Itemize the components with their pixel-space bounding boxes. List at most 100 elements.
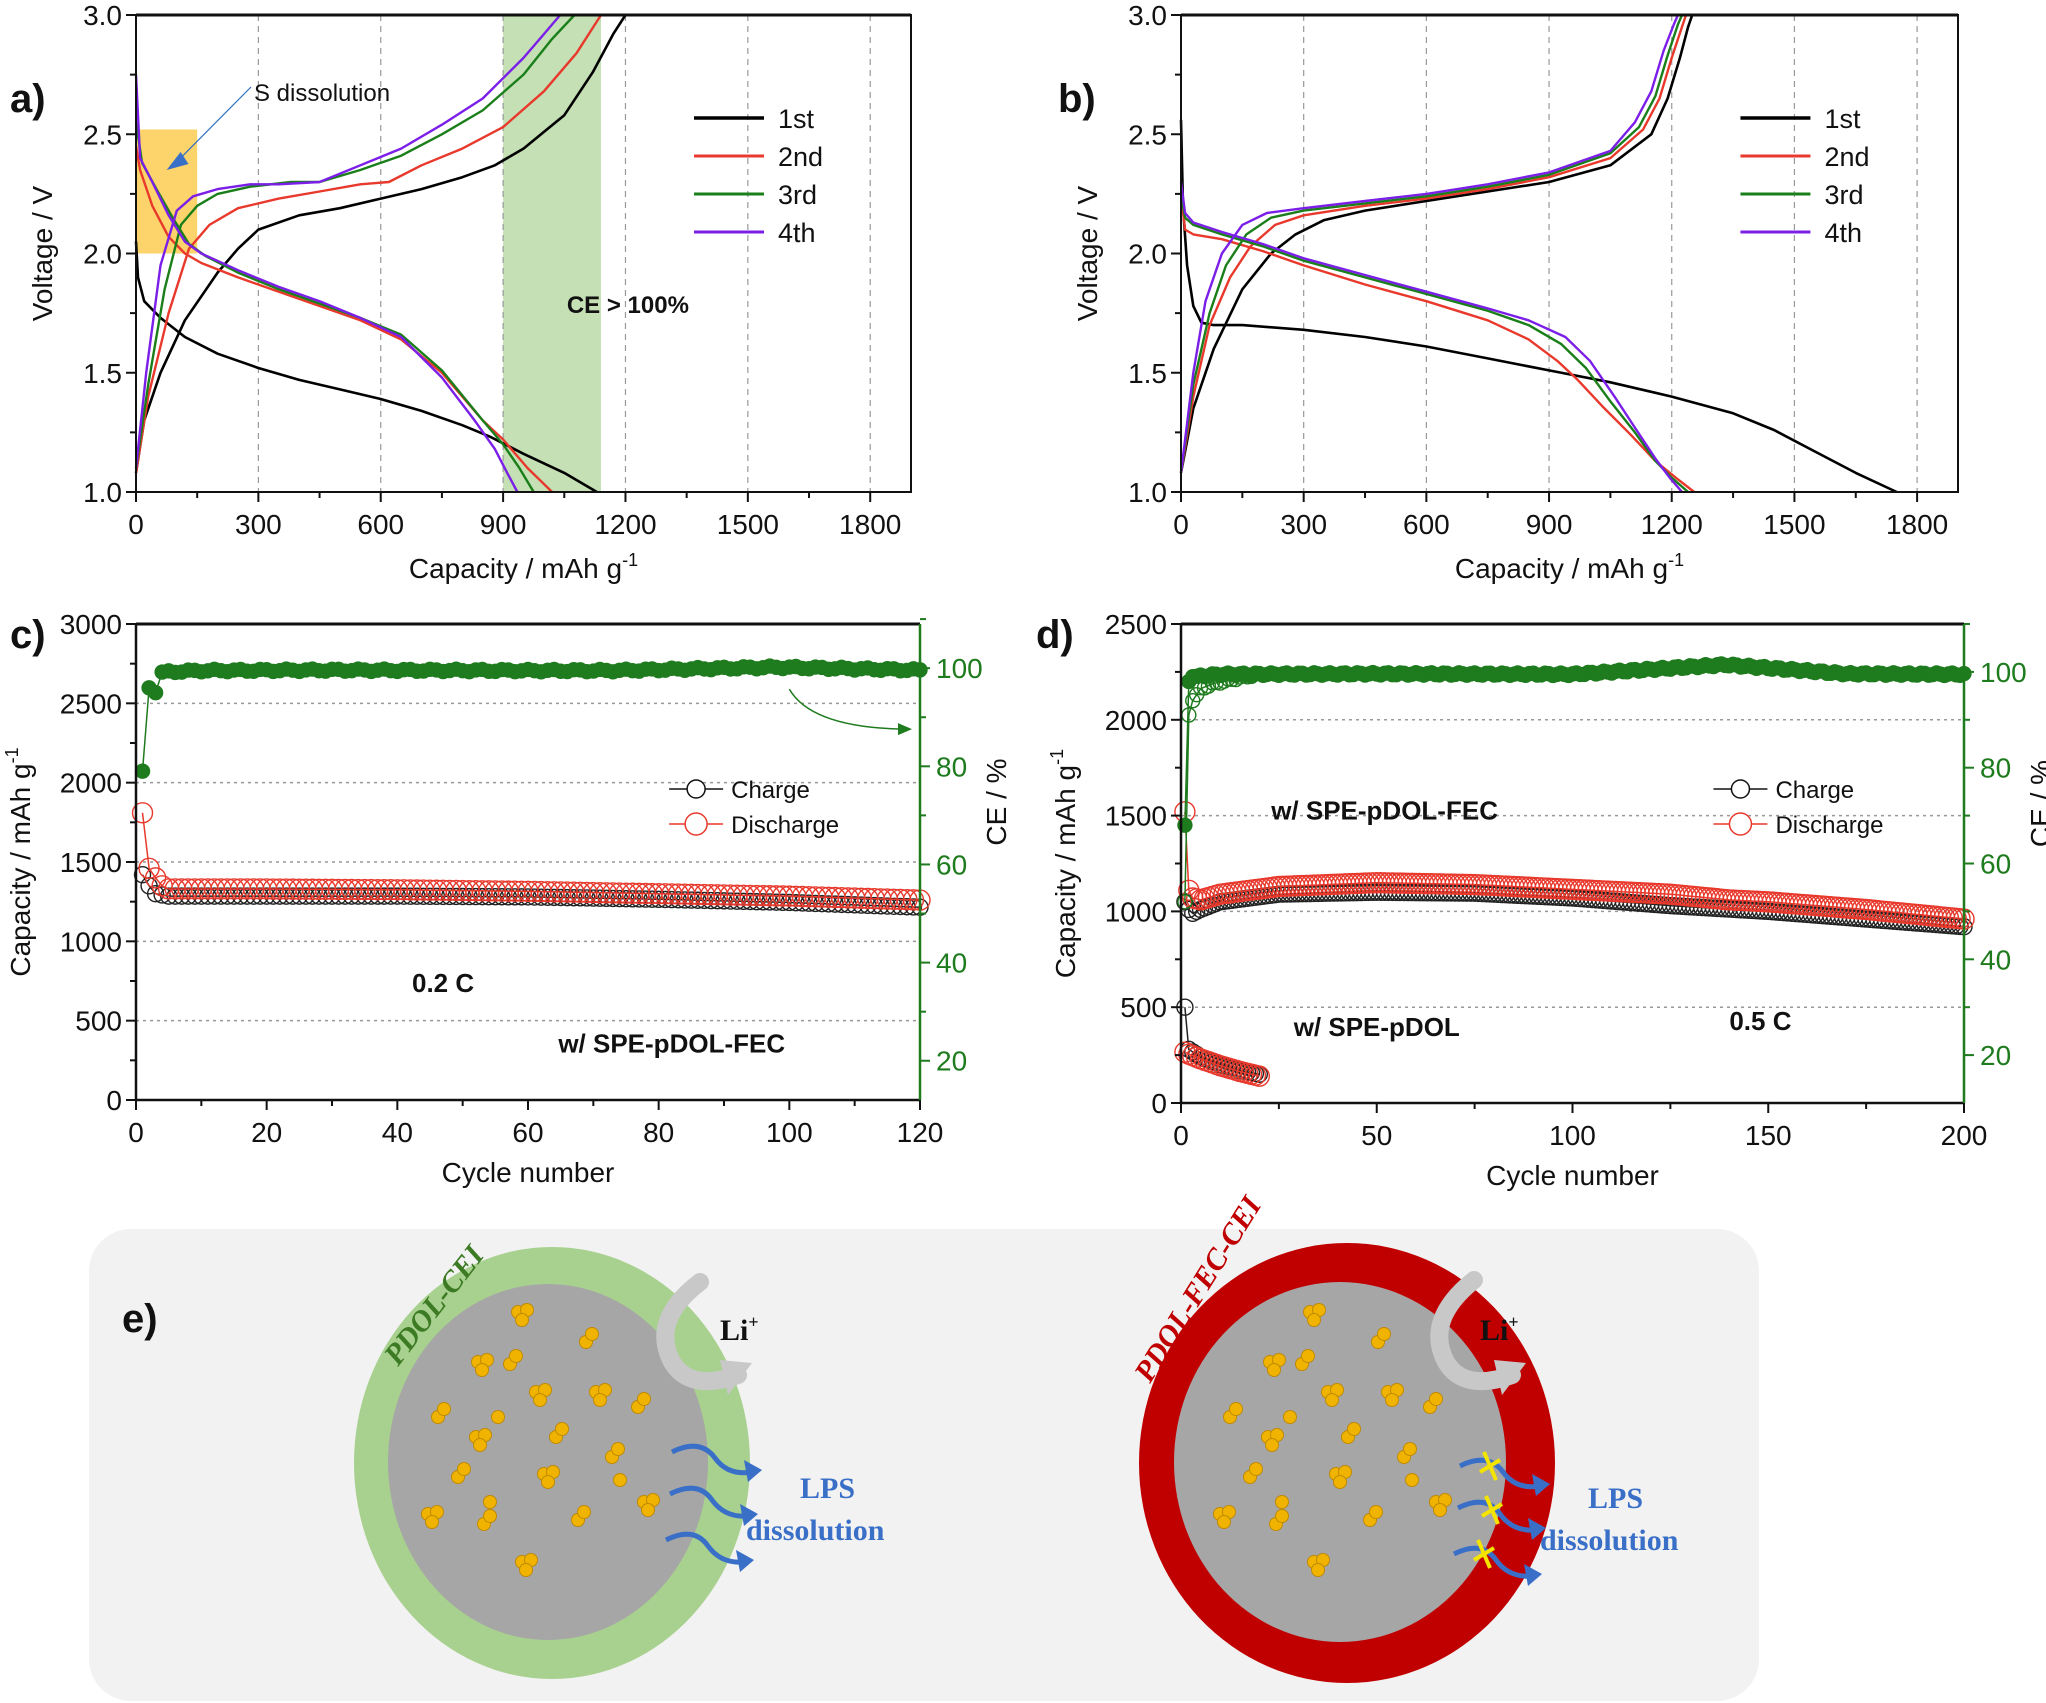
x-tick-label: 1500 — [717, 509, 779, 540]
annotation: w/ SPE-pDOL — [1293, 1012, 1460, 1042]
s-dissolution-annotation: S dissolution — [254, 80, 390, 107]
annotation-arrow — [174, 86, 252, 165]
y-tick-label: 1000 — [1105, 896, 1167, 927]
ce-axis-pointer-arrow — [788, 688, 903, 730]
legend-label-discharge: Discharge — [731, 812, 839, 839]
annotation: w/ SPE-pDOL-FEC — [557, 1028, 785, 1058]
panel-e-schematic: e) PDOL-CEI Li+ LPS dissolution — [89, 1190, 1759, 1701]
sulfur-clusters — [421, 1303, 660, 1577]
series-line — [141, 666, 921, 772]
y2-tick-label: 40 — [1980, 944, 2011, 975]
sulfur-atom — [1265, 1438, 1279, 1452]
y-axis-title: Voltage / V — [1072, 185, 1103, 321]
y-tick-label: 1500 — [60, 847, 122, 878]
legend-marker-charge — [1730, 779, 1751, 799]
y2-tick-label: 80 — [1980, 753, 2011, 784]
x-tick-label: 80 — [643, 1117, 674, 1148]
x-tick-label: 150 — [1745, 1120, 1792, 1151]
ce-point — [1243, 668, 1260, 685]
legend-label-1st: 1st — [778, 104, 815, 134]
x-tick-label: 300 — [235, 509, 282, 540]
y-tick-label: 500 — [1120, 992, 1167, 1023]
charge-point — [153, 886, 171, 904]
x-tick-label: 60 — [512, 1117, 543, 1148]
panel-label-b: b) — [1058, 77, 1096, 121]
y2-tick-label: 20 — [936, 1046, 967, 1077]
discharge-point — [902, 889, 925, 911]
y-tick-label: 1500 — [1105, 801, 1167, 832]
sulfur-atom — [1385, 1393, 1399, 1407]
sulfur-atom — [437, 1402, 451, 1416]
y-tick-label: 1000 — [60, 926, 122, 957]
charge-point — [205, 887, 224, 905]
curve-1st-charge — [134, 14, 627, 474]
sulfur-atom — [1369, 1505, 1383, 1519]
lps-arrowheads — [736, 1460, 762, 1572]
panel-label-a: a) — [10, 77, 46, 121]
y-tick-label: 1.5 — [1128, 358, 1167, 389]
x-axis-title: Capacity / mAh g-1 — [409, 550, 638, 584]
sulfur-atom — [1275, 1509, 1289, 1523]
x-tick-label: 50 — [1361, 1120, 1392, 1151]
y2-tick-label: 100 — [1980, 657, 2027, 688]
sulfur-atom — [533, 1393, 547, 1407]
li-ion-arrowhead — [720, 1360, 752, 1395]
cathode-core — [388, 1284, 708, 1640]
li-ion-label: Li+ — [720, 1312, 759, 1347]
blocked-x-marks — [1472, 1451, 1504, 1569]
y-tick-label: 3000 — [60, 609, 122, 640]
charge-point — [173, 887, 191, 905]
y2-axis-title: CE / % — [981, 758, 1012, 845]
curve-2nd-discharge — [1179, 193, 1695, 493]
dissolution-label: dissolution — [746, 1514, 885, 1547]
sulfur-atom — [1267, 1363, 1281, 1377]
ce-point — [1228, 671, 1244, 688]
x-tick-label: 1200 — [594, 509, 656, 540]
discharge-point — [131, 802, 154, 824]
sulfur-atom — [473, 1438, 487, 1452]
curve-2nd-charge — [1179, 14, 1688, 474]
curve-4th-charge — [1179, 14, 1680, 474]
sulfur-atom — [1405, 1473, 1419, 1487]
sulfur-atom — [1377, 1327, 1391, 1341]
ce-over-100-annotation: CE > 100% — [567, 292, 689, 319]
x-tick-label: 900 — [1526, 509, 1573, 540]
y2-tick-label: 20 — [1980, 1040, 2011, 1071]
curve-3rd-charge — [1179, 14, 1684, 474]
y2-tick-label: 60 — [936, 849, 967, 880]
ce-point — [1177, 894, 1193, 910]
y2-tick-label: 60 — [1980, 849, 2011, 880]
x-tick-label: 600 — [357, 509, 404, 540]
lps-arrows — [664, 1443, 753, 1565]
lps-label: LPS — [800, 1472, 855, 1505]
lps-arrowheads — [1524, 1474, 1550, 1586]
panel-a-voltage-profile: 0 300 600 900 1200 1500 1800 1.0 1.5 2.0 2.5 3.0 Cap… — [27, 0, 912, 584]
panel-label-c: c) — [10, 613, 46, 657]
curve-3rd-discharge — [1179, 193, 1689, 493]
ce-point — [1224, 671, 1240, 688]
charge-point — [251, 887, 269, 905]
sulfur-atom — [611, 1442, 625, 1456]
charge-point — [179, 887, 197, 905]
cathode-core — [1174, 1282, 1506, 1642]
ce-axis-pointer-arrowhead — [898, 723, 912, 736]
x-tick-label: 200 — [1941, 1120, 1988, 1151]
panel-b-voltage-profile: 0 300 600 900 1200 1500 1800 1.0 1.5 2.0 2.5 3.0 Cap… — [1072, 0, 1959, 584]
y-tick-label: 2.0 — [1128, 239, 1167, 270]
sulfur-atom — [425, 1515, 439, 1529]
sulfur-atom — [1311, 1563, 1325, 1577]
x-tick-label: 40 — [382, 1117, 413, 1148]
x-tick-label: 0 — [128, 509, 144, 540]
legend-label-2nd: 2nd — [1824, 142, 1869, 172]
y-tick-label: 3.0 — [1128, 0, 1167, 31]
sulfur-atom — [555, 1422, 569, 1436]
charge-point — [238, 887, 256, 905]
charge-point — [257, 887, 276, 905]
sulfur-atom — [585, 1327, 599, 1341]
y-tick-label: 2500 — [1105, 609, 1167, 640]
sulfur-atom — [457, 1462, 471, 1476]
sulfur-atom — [1433, 1503, 1447, 1517]
curve-1st-charge — [1179, 14, 1694, 474]
panel-label-d: d) — [1036, 613, 1074, 657]
legend-label-4th: 4th — [1824, 218, 1862, 248]
